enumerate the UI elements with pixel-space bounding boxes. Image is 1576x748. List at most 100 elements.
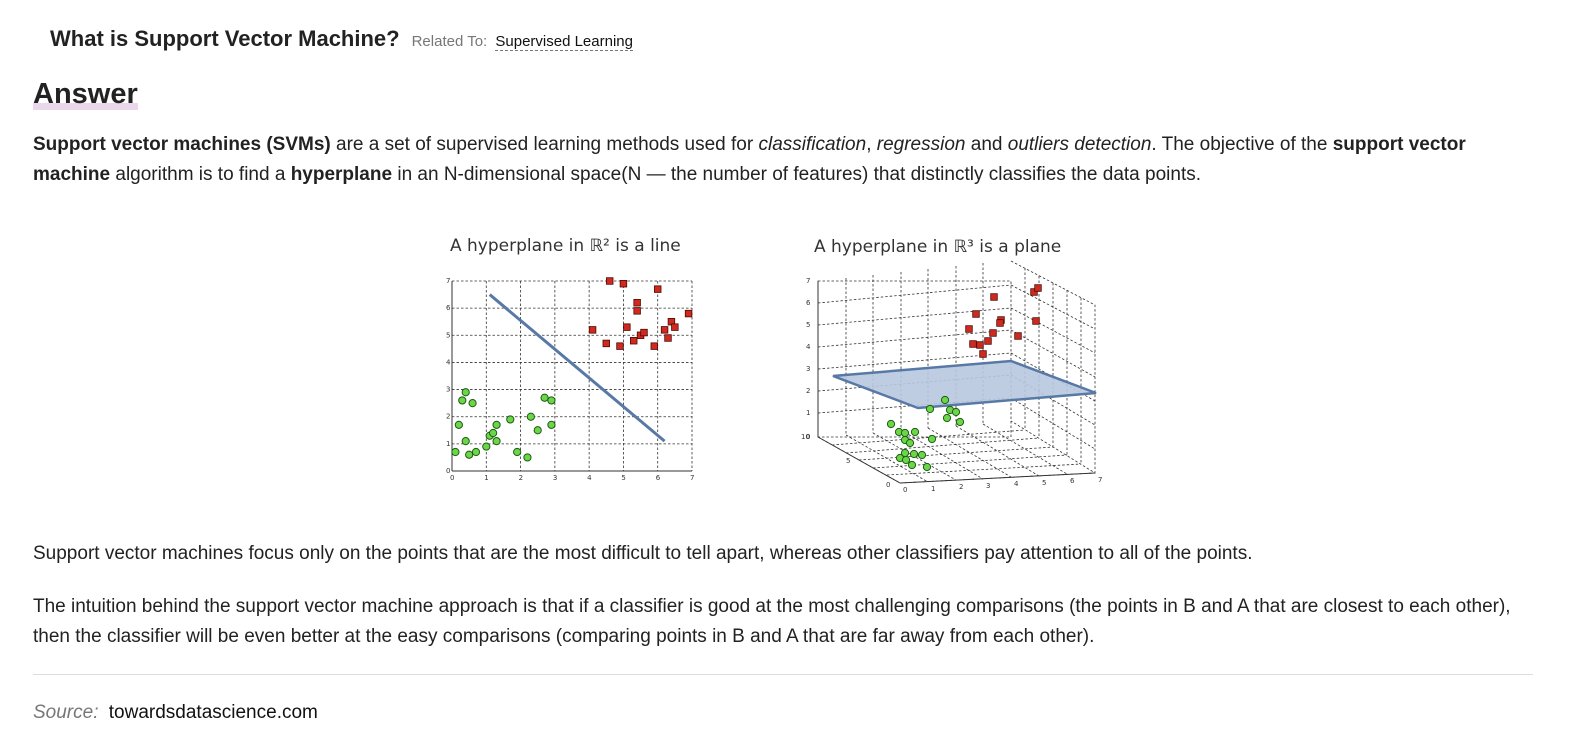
- data-point-circle: [454, 420, 463, 429]
- z-tick-label: 1: [806, 409, 810, 417]
- data-point-square: [984, 337, 992, 345]
- y-tick-label: 10: [801, 433, 810, 441]
- answer-paragraph-2: Support vector machines focus only on th…: [33, 543, 1253, 564]
- z-tick-label: 5: [806, 321, 810, 329]
- paragraph-segment: in an N-dimensional space(N — the number…: [392, 164, 1202, 185]
- data-point-circle: [489, 428, 498, 438]
- data-point-circle: [951, 407, 961, 417]
- z-tick-label: 0: [806, 433, 810, 441]
- y-tick-label: 5: [446, 331, 450, 339]
- data-point-square: [979, 350, 987, 358]
- z-tick-label: 4: [806, 343, 811, 351]
- chart-3d: 0 1 2 3 4 5 6 7 0 1 2 3 4 5 6 7 0 5 10: [801, 260, 1102, 494]
- x-tick-label: 6: [656, 474, 661, 482]
- y-tick-label: 3: [446, 386, 450, 394]
- y-tick-label: 5: [846, 457, 850, 465]
- x-tick-label: 7: [690, 474, 694, 482]
- hyperplane-diagrams: A hyperplane in ℝ² is a line 0 1 2 3 4 5 6 7 0 1 2…: [446, 236, 1102, 494]
- data-point-circle: [922, 462, 932, 472]
- x-tick-label: 3: [553, 474, 557, 482]
- source-line: Source: towardsdatascience.com: [33, 702, 318, 724]
- paragraph-segment: and: [965, 134, 1008, 155]
- paragraph-segment: Support vector machines (SVMs): [33, 134, 331, 155]
- data-point-square: [671, 323, 679, 331]
- data-point-circle: [900, 448, 910, 458]
- data-point-circle: [547, 396, 556, 405]
- chart-3d-floor-grid: [817, 423, 1096, 484]
- data-point-circle: [910, 427, 920, 437]
- y-tick-label: 0: [886, 481, 890, 489]
- y-tick-label: 2: [446, 413, 450, 421]
- data-point-square: [654, 285, 662, 293]
- data-point-square: [969, 340, 977, 348]
- z-tick-label: 7: [806, 277, 810, 285]
- x-tick-label: 4: [1014, 480, 1019, 488]
- data-point-circle: [513, 447, 522, 457]
- y-tick-label: 6: [446, 304, 451, 312]
- data-point-square: [1030, 288, 1038, 296]
- data-point-circle: [940, 395, 950, 405]
- paragraph-segment: algorithm is to find a: [110, 164, 291, 185]
- x-tick-label: 0: [903, 486, 907, 494]
- paragraph-segment: classification: [758, 134, 867, 155]
- paragraph-segment: outliers detection: [1007, 134, 1152, 155]
- chart-3d-y-axis: [817, 436, 901, 484]
- data-point-circle: [942, 413, 952, 423]
- data-point-circle: [533, 426, 542, 435]
- x-tick-label: 4: [587, 474, 592, 482]
- data-point-square: [633, 307, 641, 315]
- related-topic-link[interactable]: Supervised Learning: [495, 33, 633, 51]
- answer-paragraph-1: Support vector machines (SVMs) are a set…: [33, 130, 1538, 190]
- hyperplane-line: [488, 293, 666, 443]
- related-to: Related To: Supervised Learning: [412, 33, 633, 51]
- data-point-square: [972, 310, 980, 318]
- y-tick-label: 0: [446, 467, 450, 475]
- chart-3d-back-wall-grid: [817, 263, 1012, 438]
- data-point-circle: [909, 449, 919, 459]
- data-point-circle: [461, 437, 470, 446]
- answer-paragraph-3: The intuition behind the support vector …: [33, 596, 1511, 647]
- data-point-circle: [907, 460, 917, 470]
- chart-3d-points: [832, 284, 1097, 472]
- data-point-square: [606, 277, 614, 285]
- data-point-circle: [927, 434, 937, 444]
- data-point-circle: [461, 388, 470, 397]
- paragraph-segment: . The objective of the: [1151, 134, 1333, 155]
- data-point-circle: [917, 450, 927, 460]
- hyperplane-plane: [832, 359, 1097, 410]
- svm-figure: A hyperplane in ℝ² is a line 0 1 2 3 4 5 6 7 0 1 2…: [420, 225, 1120, 500]
- data-point-square: [640, 328, 648, 337]
- data-point-square: [630, 337, 638, 345]
- data-point-square: [602, 339, 610, 348]
- data-point-circle: [540, 393, 549, 402]
- chart-2d-title: A hyperplane in ℝ² is a line: [450, 236, 681, 256]
- chart-2d: 0 1 2 3 4 5 6 7 0 1 2 3 4 5 6 7: [446, 277, 694, 482]
- data-point-circle: [901, 455, 911, 465]
- data-point-circle: [886, 419, 896, 429]
- paragraph-segment: regression: [876, 134, 966, 155]
- z-tick-label: 6: [806, 299, 811, 307]
- data-point-circle: [506, 415, 515, 424]
- data-point-circle: [492, 420, 501, 429]
- paragraph-segment: hyperplane: [290, 164, 393, 185]
- data-point-circle: [905, 438, 915, 448]
- data-point-square: [623, 323, 631, 331]
- data-point-circle: [451, 447, 460, 457]
- chart-3d-title: A hyperplane in ℝ³ is a plane: [814, 237, 1061, 257]
- x-tick-label: 3: [986, 482, 990, 490]
- data-point-circle: [458, 396, 467, 405]
- paragraph-segment: are a set of supervised learning methods…: [330, 134, 759, 155]
- x-tick-label: 6: [1070, 477, 1075, 485]
- data-point-square: [619, 280, 628, 288]
- data-point-circle: [955, 417, 965, 427]
- source-link[interactable]: towardsdatascience.com: [108, 702, 318, 723]
- source-label: Source:: [33, 702, 99, 723]
- chart-3d-ticks: 0 1 2 3 4 5 6 7 0 1 2 3 4 5 6 7 0 5 10: [801, 277, 1102, 494]
- y-tick-label: 1: [446, 440, 450, 448]
- data-point-circle: [925, 404, 935, 414]
- data-point-square: [664, 334, 672, 342]
- data-point-square: [650, 342, 658, 350]
- x-tick-label: 2: [959, 483, 963, 491]
- paragraph-segment: support vector machine: [33, 134, 1466, 185]
- answer-heading: Answer: [33, 78, 138, 110]
